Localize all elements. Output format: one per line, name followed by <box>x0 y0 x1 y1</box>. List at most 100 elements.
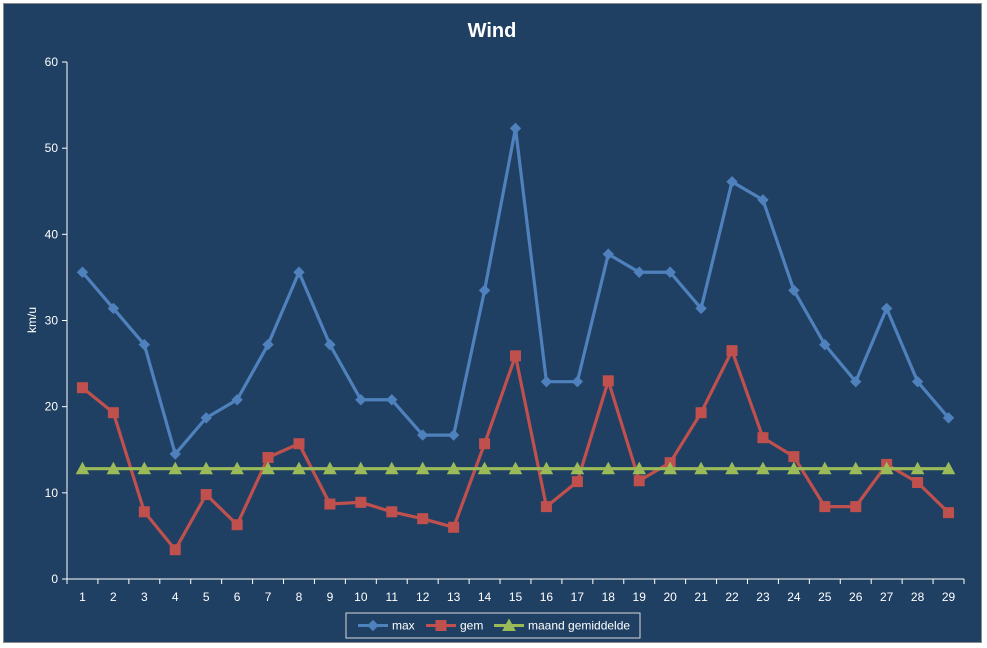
data-point <box>571 476 583 488</box>
legend-entry: gem <box>426 619 483 633</box>
x-tick-label: 12 <box>416 590 430 604</box>
x-tick-label: 15 <box>509 590 523 604</box>
data-point <box>477 461 492 475</box>
x-tick-label: 6 <box>234 590 241 604</box>
data-point <box>602 248 615 260</box>
data-point <box>911 375 924 388</box>
data-point <box>510 350 521 362</box>
data-point <box>355 394 367 406</box>
legend-marker <box>367 619 379 632</box>
x-tick-label: 4 <box>172 590 179 604</box>
x-tick-label: 14 <box>478 590 492 604</box>
x-tick-label: 27 <box>880 590 894 604</box>
data-point <box>879 461 894 475</box>
x-tick-label: 28 <box>911 590 925 604</box>
data-point <box>695 302 707 315</box>
data-point <box>75 461 90 475</box>
legend-box <box>345 612 641 639</box>
data-point <box>76 382 88 394</box>
data-point <box>570 461 585 475</box>
data-point <box>324 498 336 510</box>
data-point <box>355 496 367 508</box>
data-point <box>726 176 738 188</box>
data-point <box>540 375 553 388</box>
series-line <box>81 126 950 456</box>
legend-label: gem <box>460 619 483 633</box>
x-tick-label: 10 <box>354 590 368 604</box>
x-tick-label: 19 <box>633 590 647 604</box>
data-point <box>694 461 708 475</box>
data-point <box>479 438 491 450</box>
data-point <box>819 338 831 351</box>
data-point <box>324 338 336 351</box>
data-point <box>817 461 832 475</box>
series-gem <box>76 345 955 556</box>
data-point <box>848 461 863 475</box>
data-point <box>787 461 801 475</box>
data-point <box>571 375 584 388</box>
data-point <box>384 461 399 475</box>
y-tick-label: 20 <box>45 400 59 414</box>
data-point <box>169 544 181 556</box>
data-point <box>261 461 275 475</box>
legend-entry: max <box>358 619 415 633</box>
data-point <box>633 266 645 278</box>
x-tick-label: 25 <box>818 590 832 604</box>
data-point <box>788 284 800 297</box>
data-point <box>478 284 491 297</box>
series-maand-gemiddelde <box>75 461 956 475</box>
data-point <box>293 438 305 450</box>
data-point <box>417 513 429 525</box>
x-tick-label: 3 <box>141 590 148 604</box>
data-point <box>819 501 831 513</box>
y-tick-label: 0 <box>51 572 58 586</box>
data-point <box>138 338 151 351</box>
data-point <box>200 412 212 424</box>
x-tick-label: 17 <box>571 590 585 604</box>
legend-marker <box>435 620 447 631</box>
data-point <box>262 338 274 351</box>
x-tick-label: 7 <box>265 590 272 604</box>
data-point <box>601 461 616 475</box>
x-tick-label: 5 <box>203 590 210 604</box>
data-point <box>757 194 769 206</box>
x-tick-label: 16 <box>540 590 554 604</box>
x-tick-label: 24 <box>787 590 801 604</box>
data-point <box>231 519 243 531</box>
data-point <box>354 461 368 475</box>
data-point <box>107 302 120 315</box>
data-point <box>448 521 460 533</box>
x-tick-label: 8 <box>296 590 303 604</box>
data-point <box>540 501 552 513</box>
data-point <box>695 407 707 419</box>
x-tick-label: 9 <box>327 590 334 604</box>
y-tick-label: 60 <box>45 55 59 69</box>
data-point <box>539 461 554 475</box>
y-tick-label: 40 <box>45 227 59 241</box>
y-tick-label: 30 <box>45 314 59 328</box>
legend-marker <box>502 618 516 631</box>
x-tick-label: 29 <box>942 590 956 604</box>
data-point <box>725 461 739 475</box>
data-point <box>509 122 522 135</box>
y-tick-label: 10 <box>45 486 59 500</box>
data-point <box>910 461 925 475</box>
data-point <box>415 461 430 475</box>
data-point <box>169 448 181 460</box>
data-point <box>850 375 862 388</box>
data-point <box>726 345 738 357</box>
legend-entry: maand gemiddelde <box>494 618 630 633</box>
data-point <box>168 461 183 475</box>
data-point <box>292 461 306 475</box>
series-layer <box>75 122 956 556</box>
data-point <box>262 452 274 464</box>
series-max <box>76 122 955 460</box>
data-point <box>880 302 893 315</box>
data-point <box>446 461 461 475</box>
data-point <box>602 375 614 387</box>
data-point <box>106 461 121 475</box>
data-point <box>664 266 676 278</box>
x-tick-label: 13 <box>447 590 461 604</box>
